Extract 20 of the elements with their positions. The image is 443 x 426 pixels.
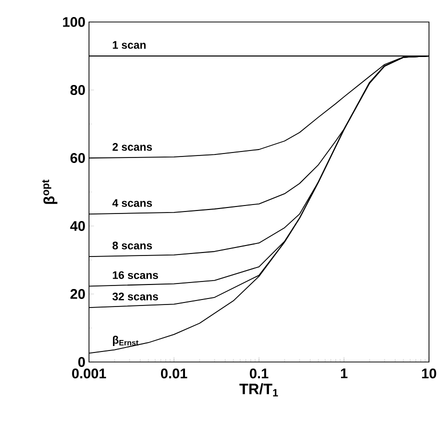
x-tick-label: 1 [340, 368, 348, 378]
x-axis-title: TR/T$_{1}$ [239, 383, 278, 396]
x-tick-label: 0.1 [250, 368, 268, 378]
y-tick-label: 0 [78, 357, 85, 367]
x-tick-label: 10 [422, 368, 436, 378]
y-tick-label: 20 [70, 289, 85, 299]
series-label: 1 scan [112, 41, 146, 49]
series-label: 16 scans [112, 271, 158, 279]
x-tick-label: 0.001 [72, 368, 106, 378]
series-label: β$_{Ernst}$ [112, 336, 138, 346]
y-tick-label: 40 [70, 221, 85, 231]
series-label: 8 scans [112, 242, 152, 250]
y-axis-title: β$^{opt}$ [42, 180, 58, 204]
series-label: 32 scans [112, 292, 158, 300]
x-tick-label: 0.01 [160, 368, 188, 378]
y-tick-label: 60 [70, 153, 85, 163]
y-tick-label: 80 [70, 85, 85, 95]
series-label: 2 scans [112, 143, 152, 151]
y-tick-label: 100 [63, 17, 85, 27]
series-label: 4 scans [112, 199, 152, 207]
